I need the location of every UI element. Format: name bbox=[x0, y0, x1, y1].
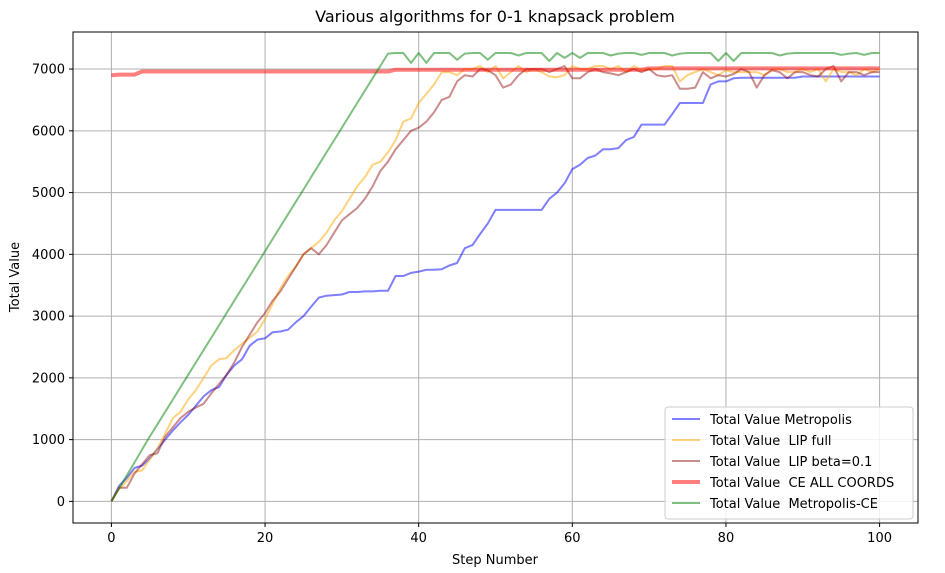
y-tick-label: 0 bbox=[57, 495, 65, 510]
y-tick-label: 4000 bbox=[32, 248, 65, 263]
plot-frame bbox=[72, 31, 919, 524]
y-tick-label: 7000 bbox=[32, 63, 65, 78]
series-line-4 bbox=[111, 66, 880, 78]
series-line-3 bbox=[110, 65, 880, 502]
y-axis-ticks: 0 1000 2000 3000 4000 5000 6000 7000 bbox=[32, 63, 73, 510]
chart-title: Various algorithms for 0-1 knapsack prob… bbox=[315, 7, 675, 26]
x-tick-label: 60 bbox=[564, 531, 581, 546]
y-tick-label: 3000 bbox=[32, 310, 65, 325]
y-tick-label: 2000 bbox=[32, 371, 65, 386]
legend-label: Total Value CE ALL COORDS bbox=[709, 476, 894, 491]
y-axis-label: Total Value bbox=[8, 242, 23, 313]
legend-label: Total Value Metropolis bbox=[709, 413, 852, 428]
series-line-2 bbox=[110, 65, 880, 502]
legend-label: Total Value LIP full bbox=[709, 434, 832, 449]
x-axis-label: Step Number bbox=[452, 553, 539, 568]
x-tick-label: 0 bbox=[107, 531, 115, 546]
y-tick-label: 5000 bbox=[32, 186, 65, 201]
series-line-1 bbox=[110, 75, 880, 502]
x-tick-label: 40 bbox=[410, 531, 427, 546]
y-tick-label: 1000 bbox=[32, 433, 65, 448]
x-tick-label: 100 bbox=[867, 531, 892, 546]
series-group bbox=[110, 52, 880, 502]
x-axis-ticks: 0 20 40 60 80 100 bbox=[107, 523, 892, 546]
x-tick-label: 80 bbox=[718, 531, 735, 546]
y-tick-label: 6000 bbox=[32, 124, 65, 139]
legend-label: Total Value LIP beta=0.1 bbox=[709, 455, 872, 470]
legend-label: Total Value Metropolis-CE bbox=[709, 497, 878, 512]
legend-box bbox=[664, 406, 914, 520]
x-tick-label: 20 bbox=[257, 531, 274, 546]
series-line-5 bbox=[110, 52, 880, 502]
legend: Total Value Metropolis Total Value LIP fu… bbox=[664, 406, 914, 520]
